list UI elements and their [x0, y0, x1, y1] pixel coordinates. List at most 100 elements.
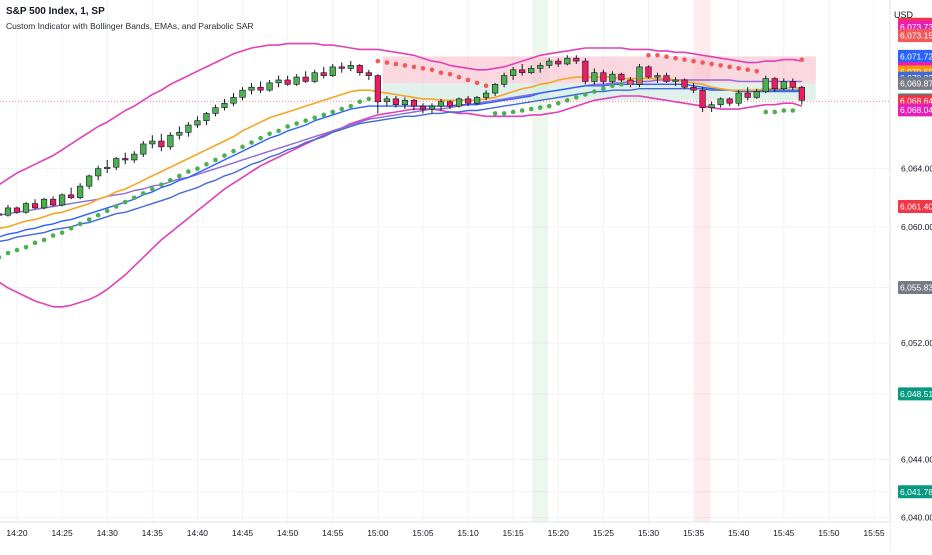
sar-dot [601, 86, 606, 91]
candle [672, 79, 679, 82]
sar-dot [113, 204, 119, 209]
candle [131, 153, 138, 161]
x-tick-label: 14:50 [277, 528, 299, 538]
x-tick-label: 14:20 [6, 528, 28, 538]
candle [492, 84, 499, 94]
sar-dot [745, 67, 751, 73]
candle [239, 89, 246, 98]
candle [410, 100, 418, 107]
parabolic-sar [0, 52, 805, 260]
candle [203, 113, 210, 121]
candle [40, 198, 48, 209]
price-label: 6,073.15 [900, 31, 932, 41]
sar-dot [583, 92, 588, 97]
sar-dot [637, 79, 642, 84]
sar-dot [429, 67, 435, 73]
candle [546, 60, 553, 66]
sar-dot [195, 166, 200, 171]
candle [49, 198, 57, 206]
price-label: 6,069.87 [900, 78, 932, 88]
indicator-title[interactable]: Custom Indicator with Bollinger Bands, E… [6, 21, 254, 31]
candle [356, 65, 363, 74]
x-tick-label: 15:30 [638, 528, 660, 538]
sar-dot [456, 74, 462, 80]
candle [609, 73, 616, 82]
sar-dot [655, 52, 660, 58]
sar-dot [294, 121, 299, 126]
sar-dot [23, 244, 29, 250]
sar-dot [546, 103, 552, 109]
sar-dot [204, 162, 209, 167]
candle [762, 78, 769, 92]
price-label-box [898, 103, 932, 117]
price-label-box [898, 199, 932, 213]
candle [320, 72, 327, 76]
candle [365, 72, 372, 76]
bollinger-lower-line [0, 95, 803, 308]
sar-dot [276, 128, 281, 134]
x-tick-label: 15:00 [367, 528, 389, 538]
candle [690, 86, 697, 91]
candle [176, 132, 183, 136]
candle [654, 75, 661, 78]
x-tick-label: 15:20 [548, 528, 570, 538]
candle [13, 207, 21, 213]
sar-dot [682, 57, 687, 62]
y-tick-label: 6,060.00 [901, 222, 932, 232]
sar-dot [357, 99, 363, 105]
sar-dot [763, 109, 769, 115]
candle [401, 100, 409, 105]
sar-dot [348, 103, 354, 109]
candle [636, 66, 643, 85]
candle [771, 78, 778, 89]
candle [573, 57, 580, 62]
price-label-box [898, 29, 932, 43]
x-tick-label: 14:55 [322, 528, 344, 538]
sar-dot [411, 64, 417, 70]
sar-dot [240, 144, 245, 150]
ema-long-line [0, 79, 802, 216]
sar-dot [104, 208, 110, 214]
sar-dot [574, 95, 579, 100]
sar-dot [177, 173, 182, 179]
candle [158, 140, 165, 148]
sar-dot [131, 195, 137, 201]
sar-dot [628, 80, 633, 86]
sar-dot [159, 182, 164, 187]
candle [473, 97, 481, 104]
candle [555, 60, 562, 65]
candle [753, 91, 760, 98]
price-label: 6,071.72 [900, 51, 932, 61]
x-tick-label: 15:50 [818, 528, 840, 538]
candle [248, 86, 255, 91]
candle [22, 203, 30, 213]
candle [455, 98, 463, 107]
candle [501, 75, 508, 85]
sar-dot [258, 135, 263, 141]
sar-dot [14, 247, 20, 253]
candle [663, 75, 670, 82]
x-tick-label: 15:25 [593, 528, 615, 538]
y-tick-label: 6,040.00 [901, 513, 932, 523]
chart-title[interactable]: S&P 500 Index, 1, SP [6, 6, 105, 17]
sar-dot [718, 63, 723, 68]
price-label: 6,068.04 [900, 105, 932, 115]
candle [257, 86, 264, 91]
price-label-box [898, 49, 932, 63]
x-tick-label: 15:35 [683, 528, 705, 538]
candle [437, 101, 445, 107]
sar-dot [375, 58, 381, 64]
sar-dot [0, 255, 2, 260]
sar-dot [610, 83, 615, 89]
sar-dot [186, 169, 191, 174]
candle [537, 65, 544, 69]
candle [419, 105, 427, 110]
candle [789, 81, 796, 88]
currency-label[interactable]: USD [894, 10, 914, 20]
sar-dot [402, 63, 408, 68]
sar-dot [122, 199, 128, 205]
candle [329, 66, 336, 76]
price-axis [890, 0, 932, 550]
sar-dot [420, 66, 426, 71]
